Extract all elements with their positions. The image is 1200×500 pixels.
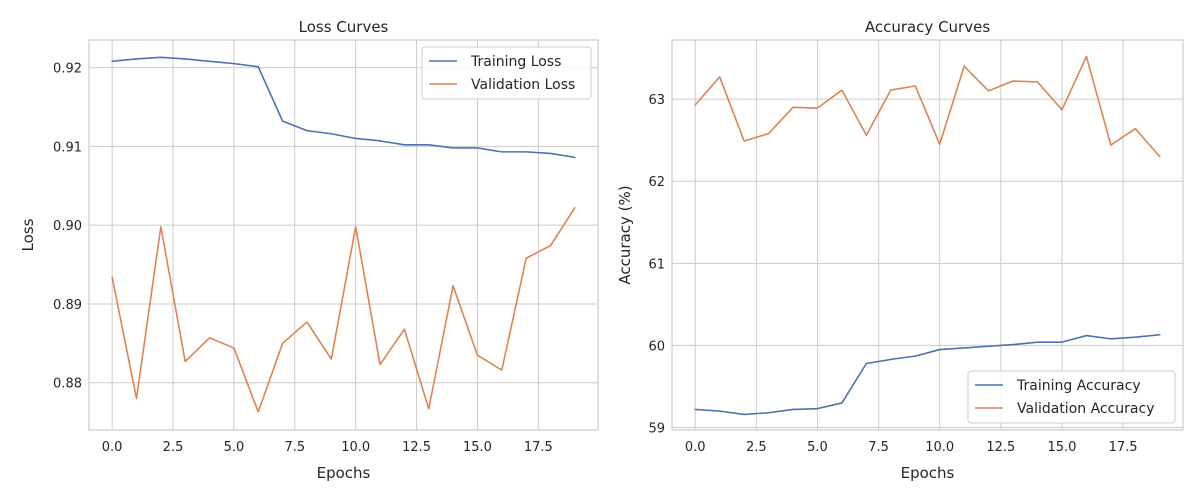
- loss-y-tick-label: 0.92: [53, 62, 82, 77]
- accuracy-legend-box: [967, 370, 1176, 424]
- accuracy-y-tick-label: 62: [648, 175, 665, 190]
- loss-plot-frame: [88, 39, 599, 431]
- accuracy-x-axis-label: Epochs: [901, 464, 955, 482]
- training-loss-legend-label: Training Loss: [470, 54, 561, 70]
- validation-accuracy-line: [694, 55, 1161, 158]
- accuracy-y-tick-label: 63: [648, 93, 665, 108]
- accuracy-plot-frame: [671, 39, 1184, 431]
- loss-x-tick-label: 5.0: [224, 440, 245, 455]
- accuracy-y-tick-label: 60: [648, 339, 665, 354]
- validation-accuracy-legend-label: Validation Accuracy: [1017, 401, 1155, 417]
- loss-legend-box: [421, 46, 592, 100]
- accuracy-x-tick-label: 0.0: [685, 440, 706, 455]
- accuracy-x-tick-label: 10.0: [925, 440, 954, 455]
- accuracy-grid: [672, 40, 1183, 430]
- loss-x-tick-label: 2.5: [163, 440, 184, 455]
- accuracy-x-tick-label: 12.5: [986, 440, 1015, 455]
- accuracy-x-tick-label: 5.0: [807, 440, 828, 455]
- loss-x-tick-label: 7.5: [284, 440, 305, 455]
- training-accuracy-legend-label: Training Accuracy: [1016, 378, 1141, 394]
- loss-x-tick-label: 0.0: [102, 440, 123, 455]
- loss-y-tick-label: 0.88: [53, 377, 82, 392]
- accuracy-x-tick-label: 7.5: [868, 440, 889, 455]
- loss-y-tick-label: 0.89: [53, 298, 82, 313]
- loss-y-axis-label: Loss: [19, 218, 37, 251]
- validation-loss-legend-label: Validation Loss: [471, 77, 575, 93]
- loss-legend: Training Loss Validation Loss: [421, 46, 592, 100]
- loss-x-tick-label: 12.5: [402, 440, 431, 455]
- loss-x-axis-label: Epochs: [317, 464, 371, 482]
- loss-x-tick-label: 15.0: [463, 440, 492, 455]
- accuracy-y-tick-label: 59: [648, 422, 665, 437]
- accuracy-y-axis-label: Accuracy (%): [616, 185, 634, 284]
- loss-chart-title: Loss Curves: [299, 18, 389, 36]
- loss-y-tick-label: 0.91: [53, 140, 82, 155]
- loss-chart: 0.0 2.5 5.0 7.5 10.0 12.5 15.0 17.5 0.88 0.89 0.90…: [19, 18, 599, 482]
- accuracy-legend: Training Accuracy Validation Accuracy: [967, 370, 1176, 424]
- accuracy-chart-title: Accuracy Curves: [865, 18, 991, 36]
- training-accuracy-line: [694, 333, 1161, 416]
- accuracy-x-tick-label: 17.5: [1109, 440, 1138, 455]
- accuracy-x-tick-label: 2.5: [746, 440, 767, 455]
- loss-y-tick-label: 0.90: [53, 219, 82, 234]
- training-loss-line: [111, 56, 576, 159]
- accuracy-chart: 0.0 2.5 5.0 7.5 10.0 12.5 15.0 17.5 59 60 61 62 63 Ac…: [616, 18, 1184, 482]
- loss-x-tick-label: 17.5: [524, 440, 553, 455]
- accuracy-x-tick-label: 15.0: [1047, 440, 1076, 455]
- accuracy-y-tick-label: 61: [648, 257, 665, 272]
- validation-loss-line: [111, 207, 576, 413]
- loss-x-tick-label: 10.0: [341, 440, 370, 455]
